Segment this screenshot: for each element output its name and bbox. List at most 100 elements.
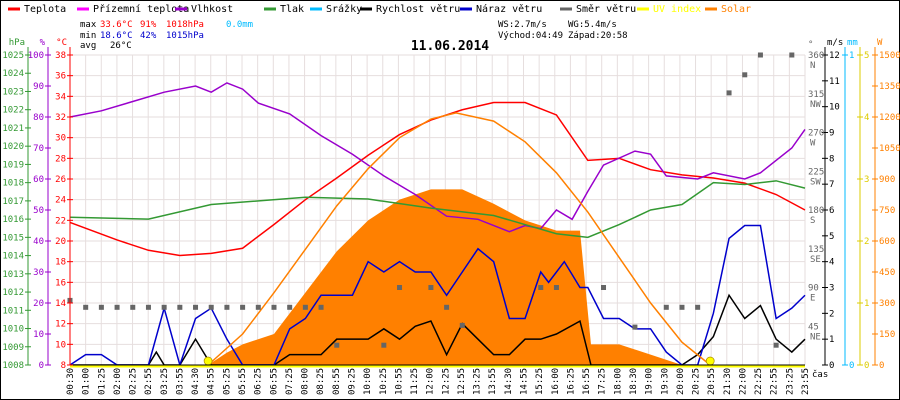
wind-speed-axis-tick-label: 11 (829, 77, 840, 87)
hpa-axis-tick-label: 1013 (2, 270, 24, 280)
x-tick-label: 03:55 (175, 368, 185, 395)
hpa-axis-tick-label: 1008 (2, 361, 24, 371)
x-tick-label: 23:55 (801, 368, 811, 395)
temp-axis-tick-label: 26 (55, 175, 66, 185)
series-vlhkost (69, 82, 806, 233)
deg-axis-unit: ° (808, 40, 813, 50)
sunset: Západ:20:58 (568, 31, 628, 41)
max-humidity: 91% (140, 20, 157, 30)
x-tick-label: 10:25 (379, 368, 389, 395)
wind-speed-axis-tick-label: 2 (829, 309, 834, 319)
hpa-axis-tick-label: 1023 (2, 87, 24, 97)
uv-axis-tick-label: 1 (864, 299, 869, 309)
series-rychlost-v-tru (70, 293, 806, 366)
hpa-axis-tick-label: 1024 (2, 69, 24, 79)
x-tick-label: 00:30 (66, 368, 76, 395)
x-tick-label: 21:30 (723, 368, 733, 395)
temp-axis-tick-label: 22 (55, 216, 66, 226)
solar-axis-tick-label: 1200 (879, 113, 900, 123)
legend-label: Přízemní teplota (93, 3, 189, 15)
x-tick-label: 02:55 (144, 368, 154, 395)
x-tick-label: 09:25 (347, 368, 357, 395)
humidity-axis-tick-label: 90 (33, 82, 44, 92)
wind-direction-point (742, 72, 748, 78)
wind-speed-axis-unit: m/s (827, 38, 843, 48)
x-tick-label: 23:25 (785, 368, 795, 395)
deg-tick-label: 180 (808, 206, 824, 216)
x-tick-label: 13:55 (488, 368, 498, 395)
min-label: min (80, 31, 96, 41)
wind-direction-point (444, 304, 450, 310)
wind-direction-point (130, 304, 136, 310)
solar-axis-tick-label: 0 (879, 361, 884, 371)
solar-axis-tick-label: 150 (879, 330, 895, 340)
rain-axis-tick-label: 1 (849, 51, 854, 61)
wind-speed-axis-tick-label: 0 (829, 361, 834, 371)
temp-axis-tick-label: 20 (55, 237, 66, 247)
wind-direction-point (114, 304, 120, 310)
humidity-axis-tick-label: 40 (33, 237, 44, 247)
x-tick-label: 11:25 (410, 368, 420, 395)
compass-label: NW (810, 100, 821, 110)
humidity-axis-tick-label: 30 (33, 268, 44, 278)
wind-direction-point (632, 324, 638, 330)
wind-direction-point (302, 304, 308, 310)
wind-direction-point (318, 304, 324, 310)
uv-axis-tick-label: 0 (864, 361, 869, 371)
temp-axis-tick-label: 36 (55, 72, 66, 82)
compass-label: SW (810, 177, 821, 187)
wind-direction-point (773, 342, 779, 348)
x-tick-label: 15:25 (535, 368, 545, 395)
hpa-axis-tick-label: 1015 (2, 233, 24, 243)
hpa-axis-tick-label: 1014 (2, 252, 24, 262)
hpa-axis-tick-label: 1012 (2, 288, 24, 298)
uv-axis-tick-label: 2 (864, 237, 869, 247)
max-rain: 0.0mm (226, 20, 253, 30)
hpa-axis-tick-label: 1017 (2, 197, 24, 207)
wind-speed-axis-tick-label: 1 (829, 335, 834, 345)
x-tick-label: 06:25 (254, 368, 264, 395)
hpa-axis-tick-label: 1020 (2, 142, 24, 152)
hpa-axis-tick-label: 1021 (2, 124, 24, 134)
x-tick-label: 02:00 (113, 368, 123, 395)
compass-label: W (810, 139, 816, 149)
x-tick-label: 22:25 (754, 368, 764, 395)
humidity-axis-tick-label: 60 (33, 175, 44, 185)
hpa-axis-tick-label: 1016 (2, 215, 24, 225)
hpa-axis-tick-label: 1022 (2, 106, 24, 116)
avg-label: avg (80, 41, 96, 51)
sunrise: Východ:04:49 (498, 31, 563, 41)
hpa-axis-tick-label: 1011 (2, 306, 24, 316)
humidity-axis-tick-label: 70 (33, 144, 44, 154)
wind-direction-point (538, 285, 544, 290)
humidity-axis-tick-label: 20 (33, 299, 44, 309)
x-tick-label: 14:30 (504, 368, 514, 395)
x-tick-label: 16:00 (551, 368, 561, 395)
temp-axis-tick-label: 8 (61, 361, 66, 371)
x-tick-label: 16:25 (566, 368, 576, 395)
solar-axis-unit: W (877, 38, 883, 48)
uv-point (203, 356, 213, 366)
humidity-axis-tick-label: 10 (33, 330, 44, 340)
hpa-axis-tick-label: 1010 (2, 325, 24, 335)
x-tick-label: 08:25 (316, 368, 326, 395)
humidity-axis-unit: % (40, 38, 46, 48)
deg-tick-label: 45 (808, 322, 819, 332)
x-tick-label: 22:00 (738, 368, 748, 395)
wind-direction-point (271, 304, 277, 310)
uv-point (705, 356, 715, 366)
temp-axis-tick-label: 28 (55, 154, 66, 164)
wind-speed-axis-tick-label: 8 (829, 154, 834, 164)
series-solar-teoretick- (207, 112, 711, 366)
humidity-axis-tick-label: 80 (33, 113, 44, 123)
x-tick-label: 12:00 (426, 368, 436, 395)
wind-direction-point (381, 342, 387, 348)
humidity-axis-tick-label: 0 (39, 361, 44, 371)
x-tick-label: 14:55 (520, 368, 530, 395)
stats-block: max 33.6°C 91% 1018hPa 0.0mm min 18.6°C … (80, 20, 628, 51)
wind-speed-axis-tick-label: 7 (829, 180, 834, 190)
chart-title: 11.06.2014 (411, 39, 489, 54)
wind-direction-point (224, 304, 230, 310)
temp-axis-tick-label: 32 (55, 113, 66, 123)
x-tick-label: 01:00 (82, 368, 92, 395)
